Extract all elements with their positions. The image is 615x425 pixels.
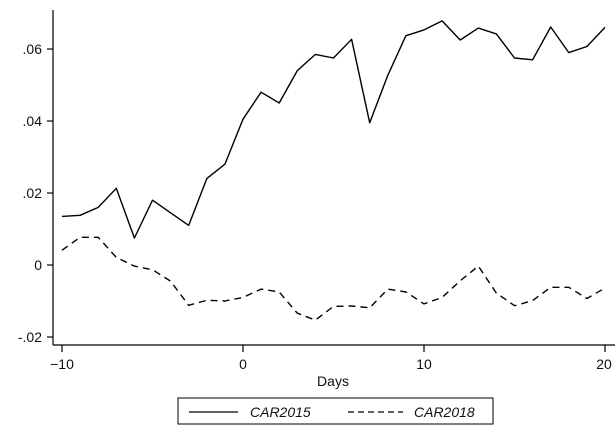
legend-label-car2018: CAR2018 — [414, 404, 475, 420]
x-axis-ticks: −10 0 10 20 — [50, 345, 612, 372]
series-line-car2018 — [61, 236, 606, 321]
x-tick-label: 10 — [416, 356, 432, 372]
y-tick-label: .02 — [23, 185, 43, 201]
series-layer — [61, 20, 606, 321]
y-tick-label: .04 — [23, 113, 43, 129]
legend-box — [177, 397, 494, 425]
x-tick-label: −10 — [50, 356, 74, 372]
x-tick-label: 0 — [239, 356, 247, 372]
x-axis-title: Days — [317, 373, 349, 389]
y-tick-label: .06 — [23, 41, 43, 57]
y-axis-ticks: -.02 0 .02 .04 .06 — [18, 41, 53, 345]
legend-label-car2015: CAR2015 — [250, 404, 311, 420]
y-tick-label: -.02 — [18, 329, 42, 345]
x-tick-label: 20 — [596, 356, 612, 372]
series-line-car2015 — [61, 20, 606, 239]
y-tick-label: 0 — [34, 257, 42, 273]
legend: CAR2015 CAR2018 — [177, 397, 494, 425]
